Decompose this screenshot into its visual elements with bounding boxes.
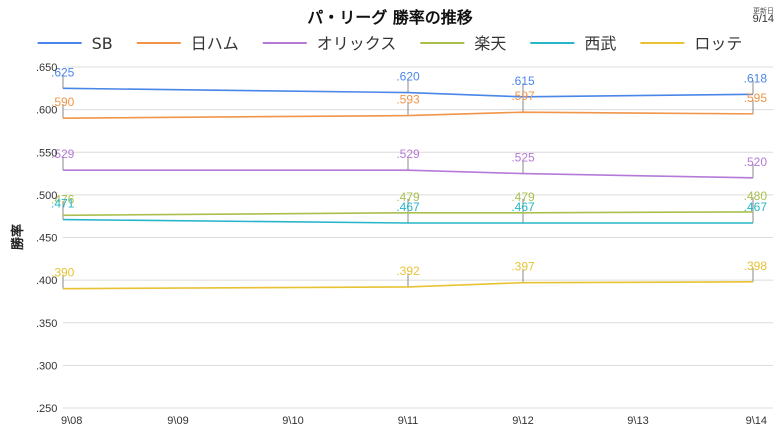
data-label: .525 [511, 151, 535, 165]
y-tick-label: .500 [36, 190, 57, 202]
data-label: .615 [511, 74, 535, 88]
data-label: .467 [511, 200, 535, 214]
data-label: .480 [744, 189, 768, 203]
marker-layer [62, 74, 754, 289]
grid-layer [63, 66, 773, 409]
data-label: .467 [744, 200, 768, 214]
x-tick-label: 9\11 [398, 415, 419, 427]
legend-label: 日ハム [191, 34, 239, 53]
x-tick-label: 9\13 [627, 415, 648, 427]
y-tick-label: .550 [36, 147, 57, 159]
label-layer: .625 .620 .615 .618 .590 .593 .597 .595 .529 .529… [51, 65, 767, 279]
chart-title: パ・リーグ 勝率の推移 [307, 8, 473, 27]
legend-label: SB [92, 34, 113, 53]
data-label: .397 [511, 260, 535, 274]
legend-label: 楽天 [474, 34, 506, 53]
data-label: .593 [396, 93, 420, 107]
data-label: .520 [744, 155, 768, 169]
data-label: .471 [51, 197, 75, 211]
axis-layer: .650 .600 .550 .500 .450 .400 .350 .300 .250 9\08… [10, 62, 767, 427]
series-line [62, 218, 753, 224]
x-tick-label: 9\14 [746, 415, 767, 427]
data-label: .625 [51, 65, 75, 79]
x-tick-label: 9\12 [512, 415, 533, 427]
data-label: .467 [396, 200, 420, 214]
data-label: .398 [744, 259, 768, 273]
y-tick-label: .400 [36, 275, 57, 287]
data-label: .392 [396, 264, 420, 278]
legend-label: オリックス [317, 34, 397, 53]
x-tick-label: 9\09 [167, 415, 188, 427]
y-tick-label: .250 [36, 403, 57, 415]
x-tick-label: 9\10 [282, 415, 303, 427]
series-line [62, 211, 754, 217]
data-label: .618 [744, 71, 768, 85]
y-tick-label: .650 [36, 62, 57, 74]
updated-label: 更新日 [753, 7, 774, 15]
y-tick-label: .350 [36, 318, 57, 330]
series-line [63, 169, 754, 179]
series-line [62, 111, 754, 119]
data-label: .529 [396, 147, 420, 161]
legend-layer: SB 日ハム オリックス 楽天 西武 ロッテ [37, 34, 742, 53]
line-layer [62, 87, 754, 290]
series-line [62, 87, 754, 98]
series-line [62, 281, 754, 290]
data-label: .595 [744, 91, 768, 105]
legend-label: 西武 [584, 34, 616, 53]
data-label: .476 [51, 192, 75, 206]
data-label: .529 [51, 147, 75, 161]
data-label: .479 [511, 190, 535, 204]
legend-label: ロッテ [694, 34, 742, 53]
y-axis-title: 勝率 [10, 224, 26, 250]
updated-date: 9/14 [752, 13, 774, 25]
x-tick-label: 9\08 [61, 415, 82, 427]
data-label: .590 [51, 95, 75, 109]
data-label: .620 [396, 70, 420, 84]
data-label: .597 [511, 89, 535, 103]
y-tick-label: .450 [36, 233, 57, 245]
data-label: .390 [51, 266, 75, 280]
data-label: .479 [396, 190, 420, 204]
y-tick-label: .300 [36, 360, 57, 372]
y-tick-label: .600 [36, 105, 57, 117]
